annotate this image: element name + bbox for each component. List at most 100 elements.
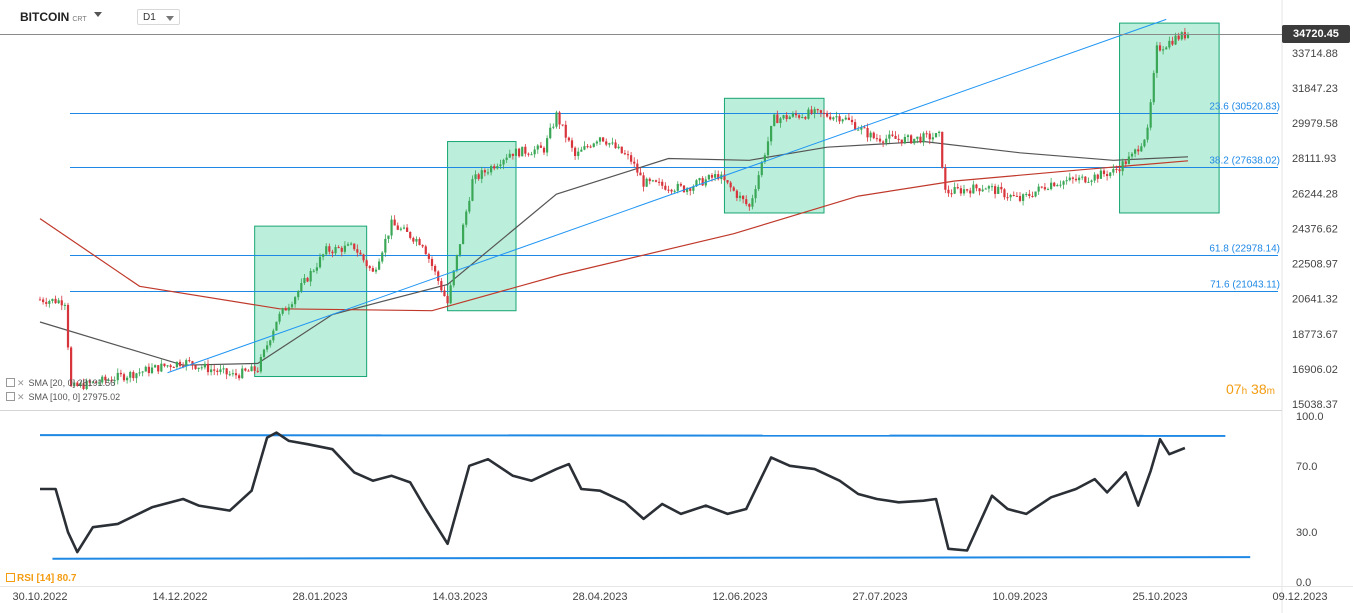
candle-down [602, 137, 605, 142]
candle-down [42, 299, 45, 303]
candle-up [1121, 161, 1124, 172]
candle-up [791, 113, 794, 117]
candle-down [427, 254, 430, 259]
candle-down [567, 137, 570, 141]
sma-20-line [39, 140, 1189, 366]
candle-down [745, 199, 748, 205]
candle-up [1162, 49, 1165, 51]
moving-averages [39, 140, 1189, 366]
candle-up [262, 349, 266, 358]
candle-down [882, 141, 885, 143]
candle-up [1046, 189, 1050, 191]
candle-up [73, 382, 76, 387]
fib-level-label: 61.8 (22978.14) [1209, 244, 1280, 255]
trend-line[interactable] [167, 18, 1167, 374]
candle-up [1009, 195, 1012, 198]
candle-up [981, 189, 984, 192]
candle-down [854, 122, 857, 130]
timeframe-select[interactable]: D1 [137, 9, 180, 25]
time-tick-label: 12.06.2023 [712, 591, 767, 603]
symbol-selector[interactable]: BITCOIN CRT [20, 10, 87, 24]
legend-rsi[interactable]: RSI [14] 80.7 [6, 573, 76, 584]
candle-down [328, 246, 331, 252]
candle-up [1165, 47, 1168, 50]
candle-up [250, 366, 253, 372]
price-tick-label: 18773.67 [1292, 329, 1338, 341]
price-tick-label: 20641.32 [1292, 294, 1338, 306]
candle-up [486, 172, 490, 174]
candle-down [626, 154, 630, 156]
candle-down [60, 300, 63, 306]
candle-up [1112, 169, 1115, 173]
candle-up [166, 365, 169, 367]
symbol-dropdown-icon[interactable] [94, 12, 102, 17]
candle-down [194, 365, 197, 369]
candle-up [1174, 35, 1177, 45]
candle-down [925, 133, 928, 135]
sma-100-line [39, 160, 1189, 312]
candle-up [51, 298, 54, 301]
legend-sma-100[interactable]: ✕ SMA [100, 0] 27975.02 [6, 392, 120, 403]
chevron-down-icon [166, 16, 174, 21]
candle-up [228, 374, 231, 376]
candle-up [592, 143, 595, 147]
candle-down [1102, 170, 1106, 175]
time-tick-label: 14.12.2022 [152, 591, 207, 603]
price-tick-label: 33714.88 [1292, 48, 1338, 60]
price-tick-label: 26244.28 [1292, 188, 1338, 200]
candle-up [63, 304, 66, 306]
candle-down [1018, 196, 1022, 201]
candle-down [1040, 186, 1043, 188]
candle-down [353, 243, 356, 250]
candle-down [910, 135, 913, 144]
candle-up [770, 125, 773, 142]
candle-down [558, 112, 561, 125]
legend-sma-20[interactable]: ✕ SMA [20, 0] 28191.56 [6, 378, 115, 389]
highlight-box [1119, 22, 1220, 214]
candle-down [446, 296, 449, 304]
settings-icon[interactable] [6, 392, 15, 401]
candle-up [309, 271, 312, 282]
candle-up [269, 340, 272, 346]
candle-down [776, 114, 779, 124]
candle-up [841, 119, 844, 122]
close-icon[interactable]: ✕ [17, 392, 25, 402]
candle-up [1130, 153, 1134, 157]
candle-down [157, 365, 160, 372]
symbol-type: CRT [72, 16, 87, 23]
settings-icon[interactable] [6, 573, 15, 582]
candle-down [726, 180, 729, 183]
time-tick-label: 09.12.2023 [1272, 591, 1327, 603]
candle-down [493, 166, 496, 169]
settings-icon[interactable] [6, 378, 15, 387]
candle-up [449, 285, 452, 304]
candle-down [1171, 40, 1174, 45]
candle-up [953, 187, 956, 194]
close-icon[interactable]: ✕ [17, 378, 25, 388]
fibonacci-levels[interactable]: 23.6 (30520.83) 38.2 (27638.02) 61.8 (2297… [70, 102, 1280, 292]
candle-down [630, 155, 633, 162]
candle-down [1053, 182, 1056, 187]
time-tick-label: 30.10.2022 [12, 591, 67, 603]
candle-down [1177, 35, 1180, 40]
candle-up [1140, 146, 1143, 152]
candle-up [303, 277, 306, 284]
candle-up [686, 188, 689, 193]
rsi-tick-label: 70.0 [1296, 461, 1317, 473]
candle-down [872, 132, 875, 139]
fib-level-label: 71.6 (21043.11) [1210, 280, 1280, 291]
candle-up [458, 244, 462, 255]
candle-down [54, 298, 57, 304]
candle-down [421, 245, 424, 247]
candle-down [178, 361, 182, 366]
candle-down [863, 127, 866, 129]
candle-up [938, 131, 941, 133]
candle-up [676, 183, 679, 191]
candle-up [1127, 156, 1130, 164]
candle-down [1031, 195, 1034, 197]
candle-down [866, 128, 869, 138]
candle-down [306, 277, 309, 282]
candle-up [1025, 193, 1028, 195]
candle-down [717, 174, 720, 180]
